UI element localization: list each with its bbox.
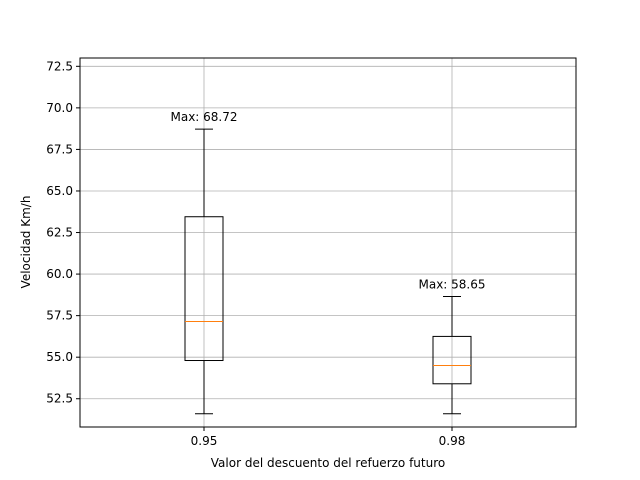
x-axis-label: Valor del descuento del refuerzo futuro [211, 456, 445, 470]
iqr-box [432, 335, 472, 385]
y-tick-label: 62.5 [46, 226, 73, 240]
x-tick-label: 0.98 [439, 434, 466, 448]
box-series: Max: 68.72 Max: 58.65 [170, 110, 486, 415]
y-tick-label: 67.5 [46, 142, 73, 156]
plot-area-frame [79, 57, 577, 428]
y-tick-label: 55.0 [46, 350, 73, 364]
max-annotation: Max: 68.72 [170, 110, 237, 124]
x-tick-label: 0.95 [191, 434, 218, 448]
grid-lines [80, 58, 576, 427]
box-0.98: Max: 58.65 [418, 278, 486, 415]
axis-ticks: 52.5 55.0 57.5 60.0 62.5 65.0 67.5 70.0 72.5 0.95… [46, 59, 465, 448]
y-tick-label: 57.5 [46, 309, 73, 323]
y-tick-label: 60.0 [46, 267, 73, 281]
y-tick-label: 72.5 [46, 59, 73, 73]
iqr-box [184, 216, 224, 362]
box-0.95: Max: 68.72 [170, 110, 238, 415]
y-axis-label: Velocidad Km/h [19, 196, 33, 289]
y-tick-label: 65.0 [46, 184, 73, 198]
max-annotation: Max: 58.65 [418, 278, 485, 292]
y-tick-label: 52.5 [46, 392, 73, 406]
y-tick-label: 70.0 [46, 101, 73, 115]
